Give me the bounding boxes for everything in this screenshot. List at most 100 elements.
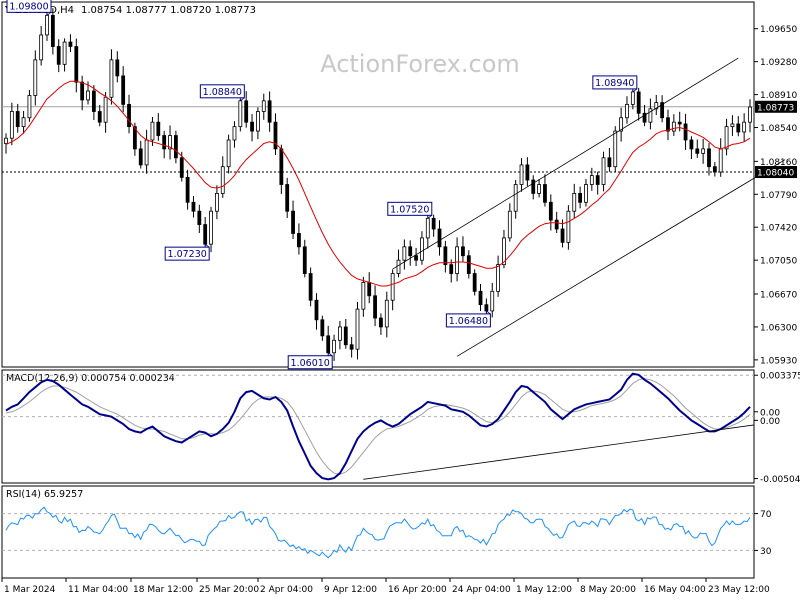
- macd-panel-frame: [1, 369, 755, 484]
- price-candle-body: [589, 175, 594, 185]
- price-candle-body: [220, 166, 225, 194]
- price-candle-body: [701, 148, 706, 154]
- price-panel: 1.09650 1.09280 1.08910 1.08540 1.08160 1.077…: [2, 0, 797, 370]
- price-candle-body: [15, 111, 20, 128]
- price-candle-body: [320, 319, 325, 337]
- swing-label-box: [6, 0, 52, 13]
- price-candle-body: [724, 126, 729, 150]
- price-candle-body: [173, 135, 178, 159]
- price-candle-body: [455, 246, 459, 274]
- price-candle-body: [156, 121, 161, 136]
- price-candle-body: [162, 135, 167, 150]
- price-candle-body: [97, 111, 102, 123]
- price-candle-body: [45, 14, 49, 36]
- rsi-y-tick-label: 30: [760, 547, 772, 557]
- price-candle-body: [636, 91, 641, 114]
- price-candle-body: [671, 121, 676, 132]
- rsi-title: RSI(14) 65.9257: [6, 489, 83, 500]
- price-candle-body: [437, 228, 442, 248]
- price-candle-body: [185, 176, 190, 203]
- price-candle-body: [86, 90, 90, 101]
- price-candle-body: [302, 246, 307, 274]
- price-candle-body: [572, 193, 577, 212]
- swing-label-connector: [240, 97, 245, 102]
- price-candle-body: [285, 184, 290, 212]
- price-candle-body: [308, 273, 313, 301]
- price-candle-body: [191, 201, 196, 212]
- price-candle-body: [291, 210, 295, 234]
- price-candle-body: [548, 201, 553, 221]
- price-candle-body: [238, 100, 243, 128]
- price-candle-body: [373, 295, 377, 319]
- price-candle-body: [625, 103, 629, 119]
- price-candle-body: [525, 164, 530, 181]
- price-candle-body: [466, 255, 471, 274]
- time-tick-label: 16 Apr 20:00: [388, 585, 447, 595]
- price-candle-body: [127, 103, 131, 128]
- price-candle-body: [642, 112, 647, 123]
- price-candle-body: [355, 308, 360, 350]
- price-candle-body: [314, 299, 319, 321]
- time-tick-label: 23 May 12:00: [708, 585, 770, 595]
- price-candle-body: [695, 148, 700, 154]
- price-candle-body: [68, 41, 73, 47]
- macd-trendline: [363, 424, 755, 480]
- price-candle-body: [332, 339, 336, 354]
- price-candle-body: [712, 166, 717, 173]
- price-candle-body: [226, 139, 231, 168]
- swing-label-text: 1.08940: [595, 78, 634, 89]
- price-candle-body: [677, 121, 682, 125]
- price-candle-body: [601, 157, 606, 185]
- price-y-tick-label: 1.08540: [760, 124, 797, 134]
- price-candle-body: [666, 117, 670, 132]
- time-axis: 1 Mar 2024 11 Mar 04:00 18 Mar 12:00 25 Mar…: [1, 578, 770, 595]
- price-panel-frame: [1, 1, 755, 368]
- price-candle-body: [326, 335, 331, 354]
- price-candle-body: [115, 59, 120, 77]
- swing-label-connector: [486, 310, 491, 315]
- price-y-tick-label: 1.08910: [760, 91, 797, 101]
- price-candle-body: [9, 111, 14, 139]
- price-candle-body: [232, 126, 237, 141]
- price-candle-body: [496, 264, 500, 292]
- ohlc-readout: 1.08754 1.08777 1.08720 1.08773: [81, 5, 256, 16]
- price-candle-body: [214, 193, 219, 212]
- price-candle-body: [197, 210, 202, 225]
- moving-average-line: [5, 80, 751, 287]
- price-candle-body: [449, 264, 454, 274]
- price-candle-body: [138, 148, 143, 166]
- macd-y-tick-label: -0.00504: [760, 475, 800, 485]
- price-candle-body: [379, 317, 383, 328]
- macd-signal-line: [5, 378, 751, 475]
- swing-label-box: [592, 75, 638, 90]
- macd-title: MACD(12,26,9) 0.000754 0.000234: [6, 373, 175, 384]
- time-tick-label: 9 Apr 12:00: [324, 585, 377, 595]
- price-candle-body: [256, 111, 260, 132]
- price-candle-body: [209, 210, 213, 245]
- price-candle-body: [578, 193, 583, 203]
- price-candle-body: [390, 273, 395, 301]
- price-candle-body: [519, 164, 524, 185]
- rsi-y-tick-label: 70: [760, 510, 772, 520]
- price-candle-body: [537, 184, 542, 194]
- price-candle-body: [103, 96, 108, 123]
- swing-label-box: [164, 246, 210, 261]
- price-candle-body: [62, 41, 67, 65]
- price-candle-body: [109, 59, 114, 98]
- price-candle-body: [297, 233, 301, 248]
- watermark-text: ActionForex.com: [320, 50, 520, 78]
- price-candle-body: [179, 157, 184, 178]
- price-candle-body: [490, 290, 495, 312]
- price-candle-body: [338, 326, 342, 341]
- time-tick-label: 8 May 20:00: [580, 585, 636, 595]
- price-candle-body: [74, 46, 79, 83]
- price-candle-body: [443, 246, 448, 266]
- swing-label-text: 1.07230: [168, 249, 207, 260]
- price-candle-body: [408, 246, 413, 257]
- macd-y-tick-label: 0.00: [760, 408, 780, 418]
- price-candle-body: [425, 217, 430, 239]
- price-tag-text: 1.08040: [757, 169, 794, 179]
- price-candle-body: [132, 126, 137, 150]
- price-candle-body: [349, 344, 354, 350]
